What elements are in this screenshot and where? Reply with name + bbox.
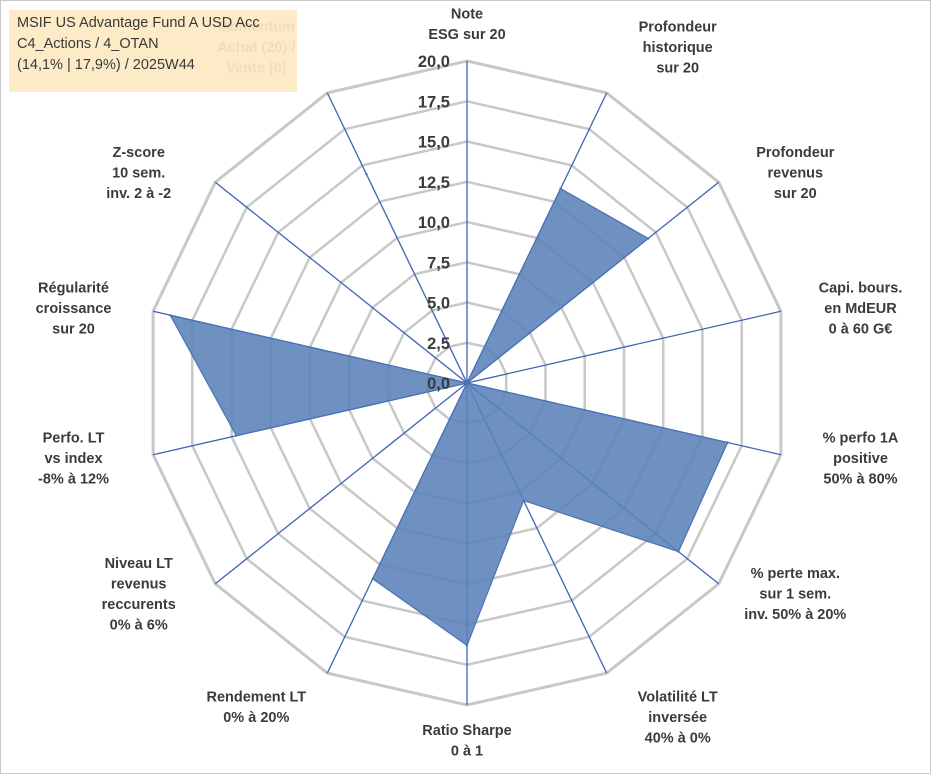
axis-spoke	[466, 310, 782, 384]
axis-label-line: 0 à 60 G€	[829, 321, 893, 337]
fund-category: C4_Actions / 4_OTAN	[17, 36, 159, 52]
tick-label: 7,5	[427, 254, 450, 272]
fund-stats: (14,1% | 17,9%) / 2025W44	[17, 57, 195, 73]
axis-label-line: sur 20	[656, 61, 699, 77]
axis-label: Capi. bours. en MdEUR 0 à 60 G€	[819, 280, 903, 337]
radar-series	[169, 172, 729, 647]
tick-label: 15,0	[418, 134, 450, 152]
axis-label: Régularité croissance sur 20	[36, 280, 112, 337]
axis-label-line: reccurents	[102, 597, 176, 613]
axis-label: Rendement LT 0% à 20%	[206, 690, 306, 727]
series-point	[235, 434, 238, 437]
axis-label: Niveau LT revenus reccurents 0% à 6%	[102, 556, 176, 634]
series-point	[465, 644, 469, 647]
axis-label-line: sur 20	[774, 186, 817, 202]
axis-label-line: Régularité	[38, 280, 109, 296]
axis-label-line: Ratio Sharpe	[422, 723, 511, 739]
fund-name: MSIF US Advantage Fund A USD Acc	[17, 15, 260, 31]
tick-label: 0,0	[427, 375, 450, 393]
axis-label-line: Volatilité LT	[638, 690, 718, 706]
axis-label: Ratio Sharpe 0 à 1	[422, 723, 511, 760]
series-point	[677, 550, 680, 553]
axis-label-line: Profondeur	[756, 145, 834, 161]
axis-label: Perfo. LT vs index -8% à 12%	[38, 431, 109, 488]
axis-label-line: ESG sur 20	[428, 27, 505, 43]
axis-label-line: croissance	[36, 301, 112, 317]
axis-label-line: en MdEUR	[824, 301, 897, 317]
axis-label-line: sur 20	[52, 321, 95, 337]
axis-label-line: Profondeur	[639, 20, 717, 36]
axis-label-line: Note	[451, 7, 483, 23]
series-point	[465, 381, 469, 385]
axis-label-line: Z-score	[113, 145, 165, 161]
axis-label: % perte max. sur 1 sem. inv. 50% à 20%	[744, 566, 846, 623]
axis-label-line: 0% à 6%	[110, 618, 168, 634]
axis-label-line: -8% à 12%	[38, 472, 109, 488]
series-point	[169, 314, 172, 317]
axis-label-line: Rendement LT	[206, 690, 306, 706]
axis-label: Profondeur historique sur 20	[639, 20, 717, 77]
axis-label-line: Niveau LT	[105, 556, 173, 572]
axis-spoke	[214, 181, 468, 384]
tick-label: 2,5	[427, 335, 450, 353]
series-point	[559, 187, 562, 190]
tick-label: 17,5	[418, 93, 450, 111]
axis-label-line: % perte max.	[751, 566, 840, 582]
series-point	[522, 499, 525, 502]
series-point	[365, 172, 368, 176]
axis-label-line: inv. 2 à -2	[106, 186, 171, 202]
fund-title-box: MSIF US Advantage Fund A USD Acc C4_Acti…	[9, 10, 297, 92]
series-area	[169, 173, 729, 647]
axis-label-line: 40% à 0%	[645, 731, 711, 747]
axis-label-line: inv. 50% à 20%	[744, 607, 846, 623]
axis-label-line: revenus	[767, 165, 823, 181]
axis-label-line: positive	[833, 451, 888, 467]
axis-spoke	[214, 382, 468, 585]
series-point	[726, 441, 729, 444]
axis-label-line: vs index	[44, 451, 102, 467]
axis-label: Volatilité LT inversée 40% à 0%	[638, 690, 718, 747]
axis-label-line: Capi. bours.	[819, 280, 903, 296]
axis-label-line: % perfo 1A	[823, 431, 899, 447]
axis-label-line: 50% à 80%	[823, 472, 897, 488]
series-point	[647, 237, 650, 240]
axis-label: Note ESG sur 20	[428, 7, 505, 44]
axis-label-line: Perfo. LT	[43, 431, 105, 447]
axis-label-line: 0 à 1	[451, 744, 483, 760]
tick-label: 5,0	[427, 295, 450, 313]
axis-label-line: 0% à 20%	[223, 710, 289, 726]
tick-label: 20,0	[418, 53, 450, 71]
axis-label-line: inversée	[648, 710, 707, 726]
axis-label-line: 10 sem.	[112, 165, 165, 181]
series-point	[371, 577, 374, 580]
tick-label: 10,0	[418, 214, 450, 232]
axis-label-line: revenus	[111, 577, 167, 593]
tick-label: 12,5	[418, 174, 450, 192]
axis-label-line: historique	[643, 40, 713, 56]
axis-label: % perfo 1A positive 50% à 80%	[823, 431, 899, 488]
axis-label: Profondeur revenus sur 20	[756, 145, 834, 202]
axis-label-line: sur 1 sem.	[759, 587, 831, 603]
axis-label: Z-score 10 sem. inv. 2 à -2	[106, 145, 171, 202]
radar-tick-labels: 0,0 2,5 5,0 7,5 10,0 12,5 15,0 17,5 20,0	[418, 53, 450, 393]
